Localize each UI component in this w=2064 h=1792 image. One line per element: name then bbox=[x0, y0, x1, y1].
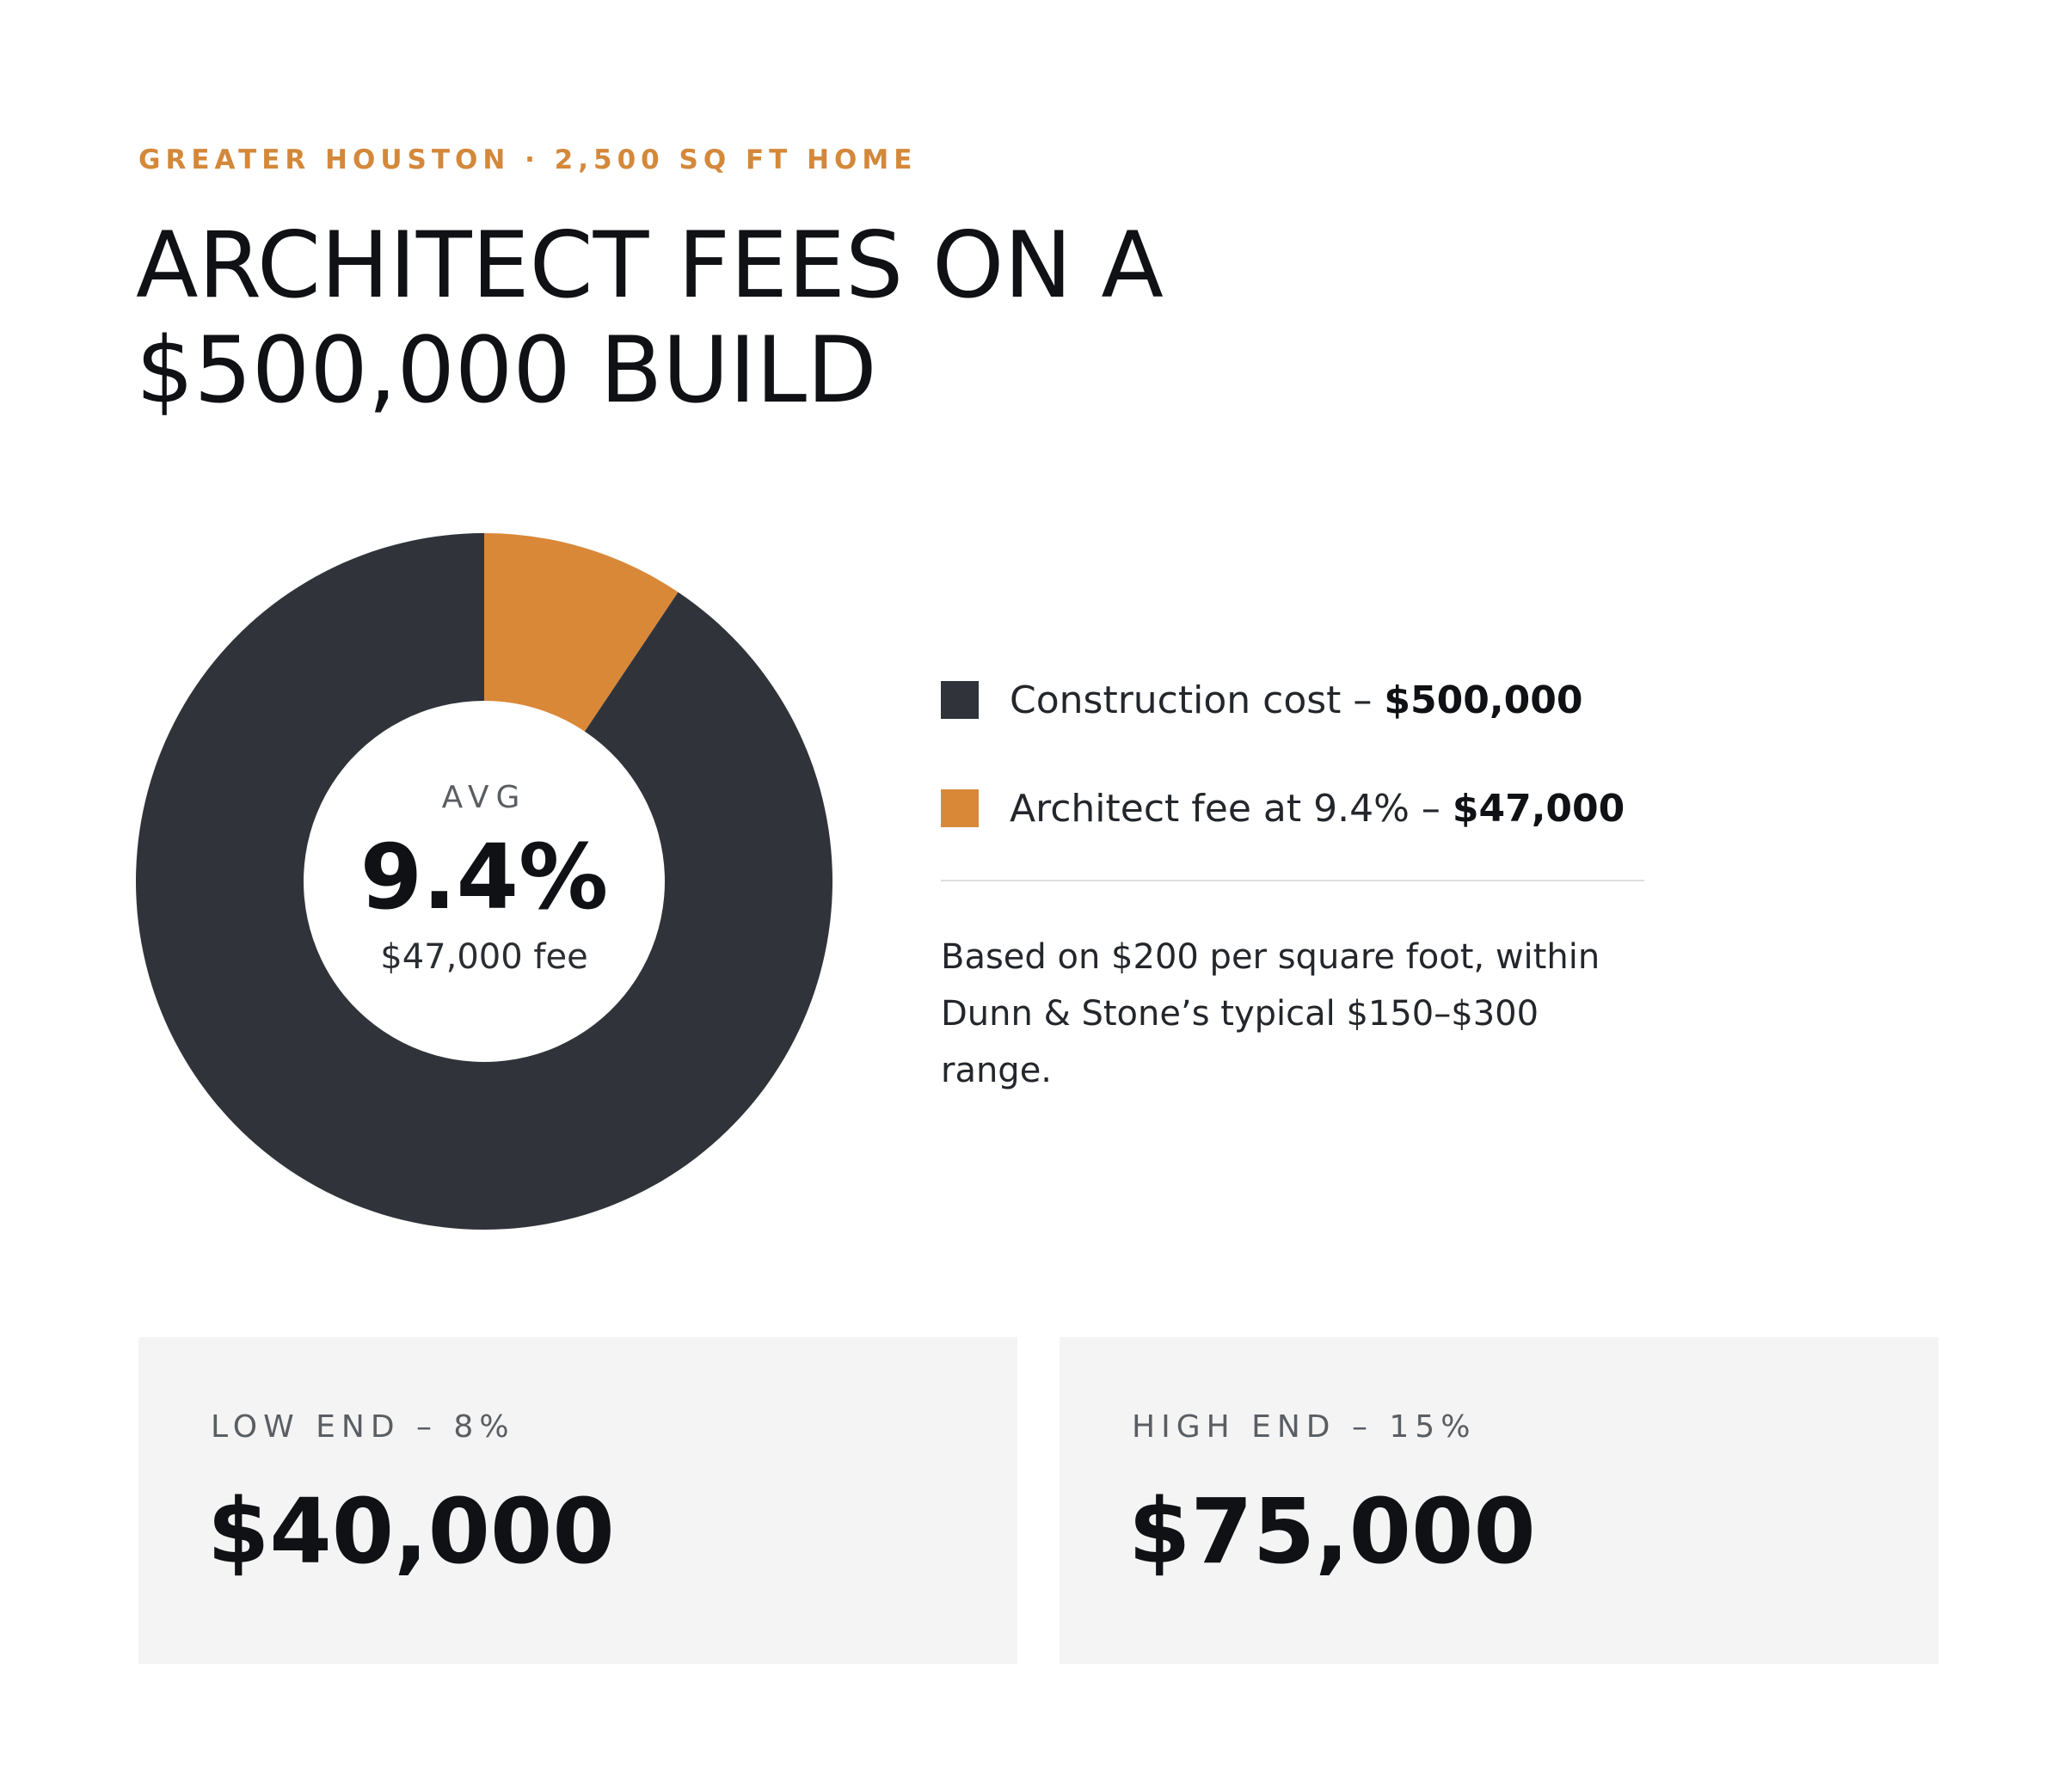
legend-item-construction: Construction cost – $500,000 bbox=[941, 674, 1582, 726]
high-end-card: HIGH END – 15% $75,000 bbox=[1060, 1337, 1938, 1664]
donut-slice-construction bbox=[136, 533, 832, 1230]
low-end-value: $40,000 bbox=[207, 1479, 615, 1584]
legend-amount-construction: $500,000 bbox=[1384, 678, 1583, 722]
low-end-card: LOW END – 8% $40,000 bbox=[138, 1337, 1017, 1664]
legend-item-architect-fee: Architect fee at 9.4% – $47,000 bbox=[941, 782, 1625, 834]
donut-center-label: AVG bbox=[441, 780, 527, 815]
legend-label-construction: Construction cost – $500,000 bbox=[1010, 678, 1583, 722]
donut-center-subtext: $47,000 fee bbox=[380, 937, 588, 977]
footnote: Based on $200 per square foot, within Du… bbox=[941, 937, 1600, 1090]
chart-eyebrow: GREATER HOUSTON · 2,500 SQ FT HOME bbox=[138, 144, 918, 175]
high-end-value: $75,000 bbox=[1128, 1479, 1536, 1584]
chart-title-line-1: ARCHITECT FEES ON A bbox=[136, 212, 1164, 318]
legend-swatch-architect-fee bbox=[941, 789, 979, 827]
low-end-label: LOW END – 8% bbox=[211, 1409, 515, 1445]
chart-title: ARCHITECT FEES ON A $500,000 BUILD bbox=[136, 213, 1426, 423]
legend-divider bbox=[941, 880, 1644, 881]
high-end-label: HIGH END – 15% bbox=[1132, 1409, 1477, 1445]
legend-swatch-construction bbox=[941, 681, 979, 719]
donut-center-value: 9.4% bbox=[359, 825, 609, 930]
legend-amount-architect-fee: $47,000 bbox=[1452, 786, 1625, 831]
donut-slice-architect-fee bbox=[484, 533, 679, 732]
chart-title-line-2: $500,000 BUILD bbox=[136, 317, 877, 423]
donut-chart bbox=[136, 533, 832, 1230]
legend-label-architect-fee: Architect fee at 9.4% – $47,000 bbox=[1010, 786, 1625, 831]
